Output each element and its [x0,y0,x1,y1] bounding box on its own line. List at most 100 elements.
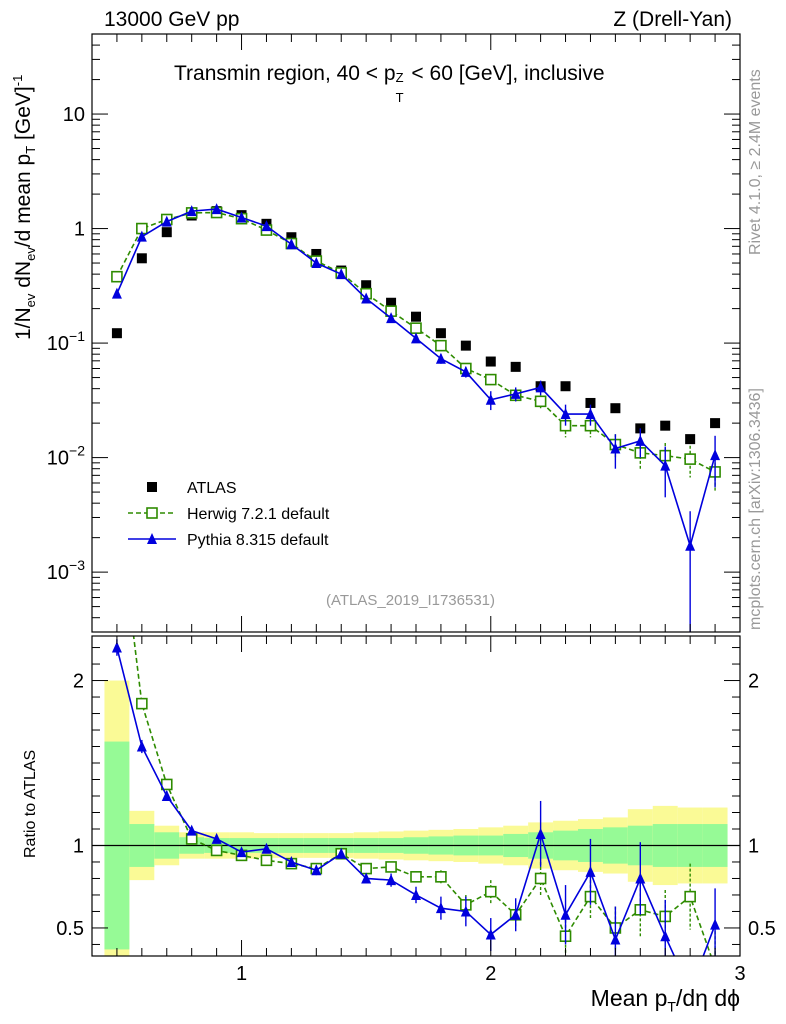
pythia-point [211,203,222,215]
atlas-point [485,356,496,367]
pythia-ratio-point [585,865,596,877]
pythia-ratio-point [211,832,222,844]
legend-pythia-label: Pythia 8.315 default [187,532,329,549]
pythia-point [485,393,496,405]
pythia-ratio-point [261,842,272,854]
atlas-point [411,311,421,322]
pythia-ratio-point [610,933,621,945]
pythia-ratio-point [336,847,347,859]
pythia-ratio-point [510,908,521,920]
ratio-y-tick-label-right: 2 [748,671,759,693]
herwig-ratio-point [112,494,122,504]
pythia-ratio-point [411,888,421,900]
pythia-ratio-point [535,827,546,839]
pythia-ratio-point [635,872,646,884]
title-post: < 60 [GeV], inclusive [405,62,605,85]
herwig-point [435,339,447,352]
pythia-point [610,442,621,454]
atlas-point [685,434,696,445]
atlas-point [460,340,471,351]
pythia-point [361,292,372,304]
main-y-tick-label: 10−1 [47,328,85,355]
ylabel-sub-a: ev [23,293,39,308]
ratio-x-tick-label: 1 [236,963,247,985]
pythia-ratio-point [560,908,571,920]
herwig-ratio-point [534,872,547,885]
pythia-point [136,230,147,242]
atlas-point [361,280,372,291]
pythia-point [386,312,397,324]
pythia-point [585,408,596,420]
atlas-point [585,397,596,408]
atlas-point [161,227,172,238]
ylabel-sub-b: ev [23,247,39,261]
atlas-point [111,328,122,339]
axis-ticks [91,33,741,956]
analysis-watermark: (ATLAS_2019_I1736531) [326,592,496,609]
herwig-point [410,322,422,334]
main-y-tick-label: 10−3 [47,557,85,584]
pythia-point [261,220,272,232]
ratio-x-tick-label: 3 [734,963,745,985]
pythia-point [660,459,671,471]
atlas-point [386,297,397,308]
atlas-point [435,328,446,339]
header-left: 13000 GeV pp [104,8,240,31]
main-y-tick-label: 10−2 [47,443,85,470]
herwig-point [534,395,547,408]
herwig-ratio-point [710,963,720,973]
main-y-axis-label: 1/Nev dNev/d mean pT [GeV]-1 [10,75,38,340]
pythia-ratio-point [286,855,297,867]
xlabel-part-b: /dη dϕ [675,985,740,1011]
title-pre: Transmin region, 40 < p [174,62,396,85]
ratio-y-tick-label-left: 0.5 [56,918,84,940]
pythia-point [311,257,322,269]
title-sub: T [395,90,404,105]
herwig-ratio-point [410,871,422,883]
ylabel-part-c: /d mean p [12,153,35,248]
legend: ATLAS Herwig 7.2.1 default Pythia 8.315 de… [128,480,330,549]
pythia-point [460,365,471,377]
legend-atlas-marker [147,482,157,492]
ratio-series-group [111,494,721,973]
herwig-ratio-point [360,862,372,875]
atlas-point [136,253,147,264]
xlabel-sub-a: T [667,998,676,1015]
atlas-point [510,361,521,372]
pythia-point [336,268,347,280]
ratio-y-tick-label-left: 2 [73,671,84,693]
tick-labels: 10 1 10−1 10−2 10−3 1 2 3 0.5 0.5 1 1 2 2 [47,104,776,985]
herwig-point [484,373,497,386]
main-y-tick-label: 10 [63,104,85,126]
ratio-y-tick-label-left: 1 [73,835,84,857]
herwig-ratio-point [684,890,696,903]
herwig-ratio-point [210,844,223,857]
ratio-y-tick-label-right: 0.5 [748,918,776,940]
pythia-point [635,434,646,446]
pythia-point [710,449,721,461]
ylabel-part-a: 1/N [12,307,35,340]
atlas-point [311,248,322,259]
pythia-point [560,408,571,420]
title-sup: Z [395,70,404,85]
main-y-tick-label: 1 [74,219,85,241]
atlas-point [710,418,721,429]
atlas-point [560,381,571,392]
herwig-point [111,270,123,283]
atlas-point [610,403,621,414]
header-right: Z (Drell-Yan) [613,8,732,31]
atlas-point [660,420,671,431]
herwig-ratio-point [260,854,273,867]
pythia-ratio-point [161,790,172,801]
pythia-point [186,205,197,217]
legend-herwig-marker [146,507,158,519]
rivet-version-label: Rivet 4.1.0, ≥ 2.4M events [747,69,764,255]
xlabel-part-a: Mean p [590,985,668,1011]
pythia-point [535,381,546,393]
herwig-ratio-point [484,885,497,898]
pythia-ratio-point [111,641,122,653]
pythia-point [411,332,421,344]
pythia-ratio-point [236,846,247,858]
